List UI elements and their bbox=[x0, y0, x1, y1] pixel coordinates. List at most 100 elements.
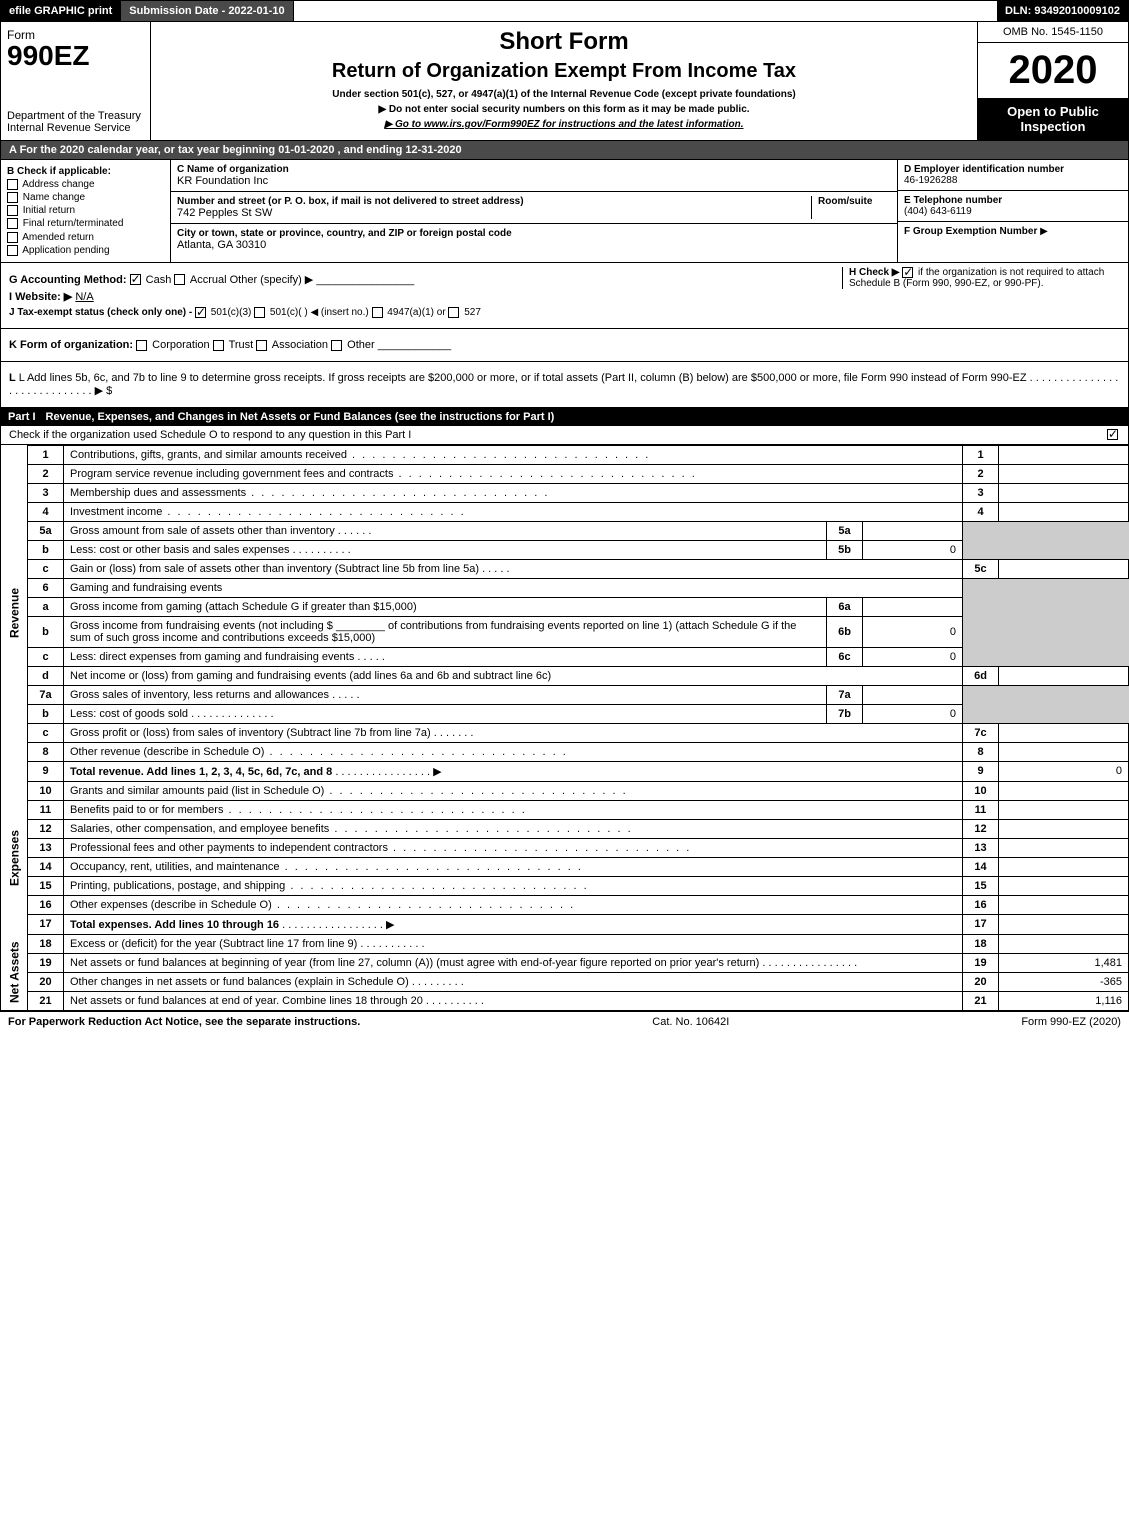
amt-9: 0 bbox=[999, 761, 1129, 781]
label-trust: Trust bbox=[229, 339, 254, 351]
entity-right: D Employer identification number 46-1926… bbox=[898, 160, 1128, 262]
l-text: L Add lines 5b, 6c, and 7b to line 9 to … bbox=[19, 372, 1027, 384]
checkbox-amended[interactable] bbox=[7, 232, 18, 243]
goto-link[interactable]: ▶ Go to www.irs.gov/Form990EZ for instru… bbox=[163, 119, 965, 130]
checkbox-name-change[interactable] bbox=[7, 192, 18, 203]
d-label: D Employer identification number bbox=[904, 164, 1064, 175]
label-name-change: Name change bbox=[23, 192, 85, 203]
checkbox-schedule-o[interactable] bbox=[1107, 429, 1118, 440]
label-501c3: 501(c)(3) bbox=[211, 307, 252, 318]
line-13-num: 13 bbox=[28, 838, 64, 857]
line-2-desc: Program service revenue including govern… bbox=[70, 468, 393, 480]
sub-7a: 7a bbox=[827, 685, 863, 704]
line-7b-desc: Less: cost of goods sold bbox=[70, 708, 188, 720]
label-korg-other: Other bbox=[347, 339, 375, 351]
box-6d: 6d bbox=[963, 666, 999, 685]
checkbox-4947[interactable] bbox=[372, 307, 383, 318]
line-18-desc: Excess or (deficit) for the year (Subtra… bbox=[70, 938, 357, 950]
line-18-num: 18 bbox=[28, 934, 64, 953]
amt-16 bbox=[999, 895, 1129, 914]
box-19: 19 bbox=[963, 953, 999, 972]
checkbox-trust[interactable] bbox=[213, 340, 224, 351]
dln: DLN: 93492010009102 bbox=[997, 1, 1128, 21]
check-if-applicable: B Check if applicable: Address change Na… bbox=[1, 160, 171, 262]
line-3-desc: Membership dues and assessments bbox=[70, 487, 246, 499]
line-14-num: 14 bbox=[28, 857, 64, 876]
lines-table: Revenue 1 Contributions, gifts, grants, … bbox=[0, 445, 1129, 1011]
line-16-num: 16 bbox=[28, 895, 64, 914]
line-20-desc: Other changes in net assets or fund bala… bbox=[70, 976, 409, 988]
line-9-num: 9 bbox=[28, 761, 64, 781]
box-4: 4 bbox=[963, 502, 999, 521]
checkbox-korg-other[interactable] bbox=[331, 340, 342, 351]
h-box: H Check ▶ if the organization is not req… bbox=[842, 267, 1122, 289]
ein: 46-1926288 bbox=[904, 175, 957, 186]
part1-check-row: Check if the organization used Schedule … bbox=[0, 426, 1129, 445]
checkbox-assoc[interactable] bbox=[256, 340, 267, 351]
checkbox-accrual[interactable] bbox=[174, 274, 185, 285]
box-18: 18 bbox=[963, 934, 999, 953]
line-5b-num: b bbox=[28, 540, 64, 559]
box-1: 1 bbox=[963, 445, 999, 464]
e-label: E Telephone number bbox=[904, 195, 1002, 206]
f-arrow: ▶ bbox=[1040, 226, 1048, 237]
checkbox-address-change[interactable] bbox=[7, 179, 18, 190]
irs-label: Internal Revenue Service bbox=[7, 122, 144, 134]
line-5c-num: c bbox=[28, 559, 64, 578]
box-11: 11 bbox=[963, 800, 999, 819]
line-6-desc: Gaming and fundraising events bbox=[70, 582, 222, 594]
line-10-num: 10 bbox=[28, 781, 64, 800]
line-21-desc: Net assets or fund balances at end of ye… bbox=[70, 995, 423, 1007]
box-15: 15 bbox=[963, 876, 999, 895]
dept-treasury: Department of the Treasury bbox=[7, 110, 144, 122]
city-label: City or town, state or province, country… bbox=[177, 228, 512, 239]
line-10-desc: Grants and similar amounts paid (list in… bbox=[70, 785, 324, 797]
checkbox-501c3[interactable] bbox=[195, 307, 206, 318]
box-2: 2 bbox=[963, 464, 999, 483]
l-arrow: ▶ $ bbox=[95, 385, 113, 397]
line-1-desc: Contributions, gifts, grants, and simila… bbox=[70, 449, 347, 461]
checkbox-final-return[interactable] bbox=[7, 218, 18, 229]
checkbox-527[interactable] bbox=[448, 307, 459, 318]
form-header: Form 990EZ Department of the Treasury In… bbox=[0, 22, 1129, 141]
top-bar: efile GRAPHIC print Submission Date - 20… bbox=[0, 0, 1129, 22]
side-netassets: Net Assets bbox=[1, 934, 28, 1010]
line-17-num: 17 bbox=[28, 914, 64, 934]
line-7a-desc: Gross sales of inventory, less returns a… bbox=[70, 689, 329, 701]
checkbox-501c[interactable] bbox=[254, 307, 265, 318]
checkbox-corp[interactable] bbox=[136, 340, 147, 351]
org-name: KR Foundation Inc bbox=[177, 175, 268, 187]
mid-block: H Check ▶ if the organization is not req… bbox=[0, 263, 1129, 329]
entity-block: B Check if applicable: Address change Na… bbox=[0, 160, 1129, 263]
amt-13 bbox=[999, 838, 1129, 857]
amt-4 bbox=[999, 502, 1129, 521]
box-10: 10 bbox=[963, 781, 999, 800]
checkbox-app-pending[interactable] bbox=[7, 245, 18, 256]
part1-header: Part I Revenue, Expenses, and Changes in… bbox=[0, 408, 1129, 426]
header-center: Short Form Return of Organization Exempt… bbox=[151, 22, 978, 140]
ssn-warning: ▶ Do not enter social security numbers o… bbox=[163, 104, 965, 115]
g-label: G Accounting Method: bbox=[9, 274, 127, 286]
amt-15 bbox=[999, 876, 1129, 895]
line-5b-desc: Less: cost or other basis and sales expe… bbox=[70, 544, 290, 556]
label-corp: Corporation bbox=[152, 339, 209, 351]
sub-6a: 6a bbox=[827, 597, 863, 616]
checkbox-h[interactable] bbox=[902, 267, 913, 278]
label-amended: Amended return bbox=[22, 232, 94, 243]
label-527: 527 bbox=[464, 307, 481, 318]
line-4-num: 4 bbox=[28, 502, 64, 521]
checkbox-initial-return[interactable] bbox=[7, 205, 18, 216]
h-label: H Check ▶ bbox=[849, 267, 899, 278]
amt-21: 1,116 bbox=[999, 991, 1129, 1010]
checkbox-cash[interactable] bbox=[130, 274, 141, 285]
amt-2 bbox=[999, 464, 1129, 483]
label-4947: 4947(a)(1) or bbox=[387, 307, 445, 318]
line-5a-num: 5a bbox=[28, 521, 64, 540]
line-7b-num: b bbox=[28, 704, 64, 723]
side-revenue: Revenue bbox=[1, 445, 28, 781]
line-21-num: 21 bbox=[28, 991, 64, 1010]
street-address: 742 Pepples St SW bbox=[177, 207, 272, 219]
line-6a-desc: Gross income from gaming (attach Schedul… bbox=[70, 601, 417, 613]
i-label: I Website: ▶ bbox=[9, 291, 72, 303]
sub-7b: 7b bbox=[827, 704, 863, 723]
